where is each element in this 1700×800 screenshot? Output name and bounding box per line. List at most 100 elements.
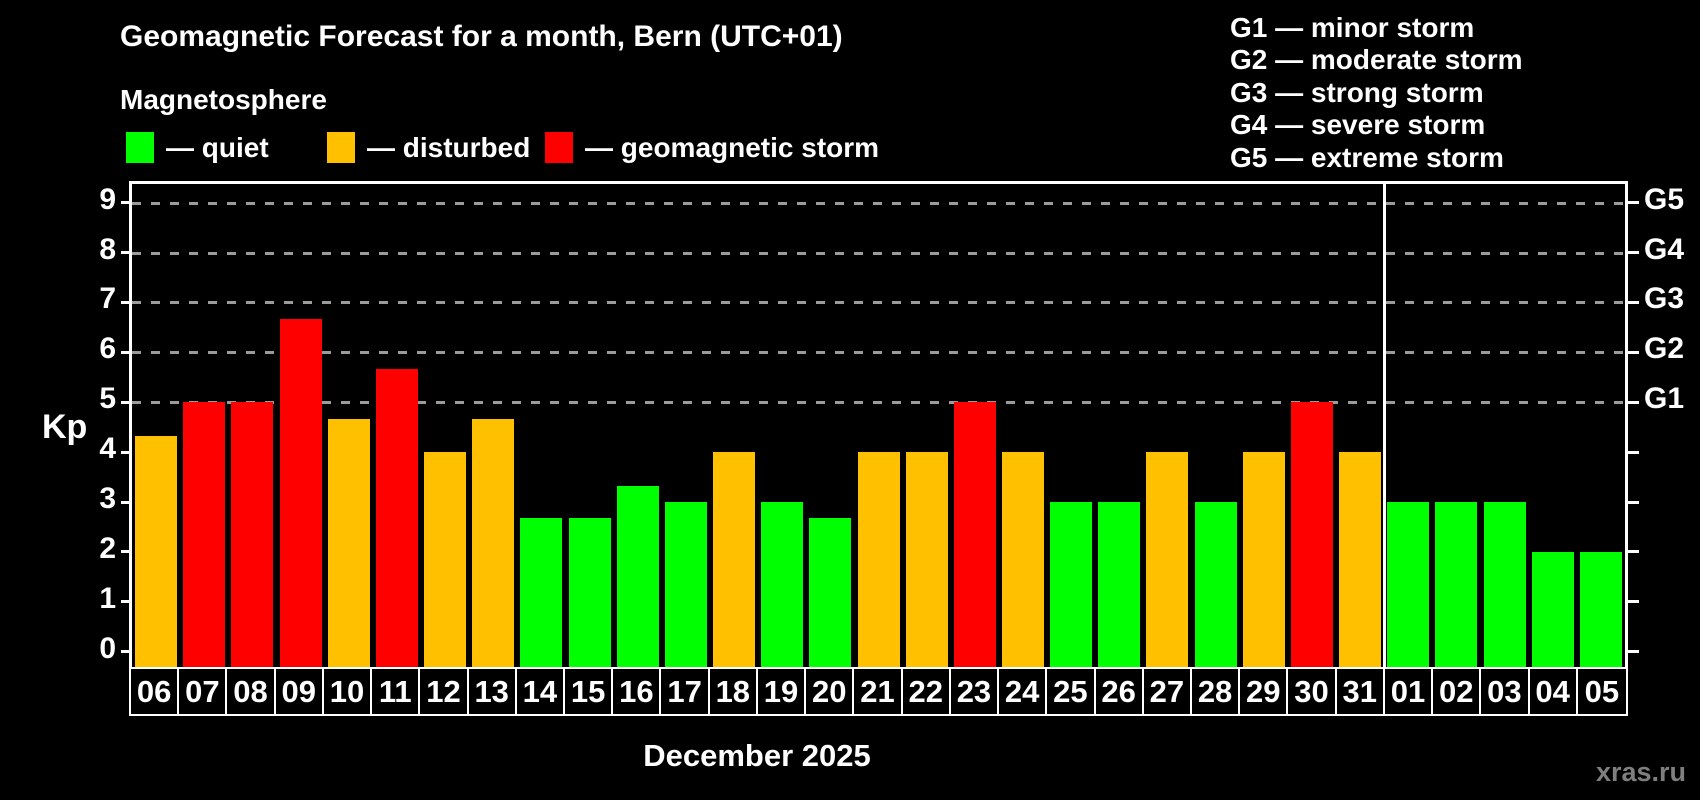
day-label-24: 24 <box>999 669 1048 714</box>
quiet-color-swatch <box>126 132 154 163</box>
day-label-30: 30 <box>1288 669 1337 714</box>
g-scale-legend: G1 — minor storm G2 — moderate storm G3 … <box>1230 12 1523 174</box>
bar-day-29 <box>1242 452 1285 669</box>
g4-legend-line: G4 — severe storm <box>1230 109 1486 141</box>
legend-quiet-label: — quiet <box>166 131 269 163</box>
bar-day-23 <box>953 402 996 669</box>
g2-legend-line: G2 — moderate storm <box>1230 44 1523 76</box>
bar-day-13 <box>472 418 515 669</box>
legend-disturbed-label: — disturbed <box>367 131 531 163</box>
gridline-kp-7 <box>132 301 1625 305</box>
gridline-kp-9 <box>132 201 1625 205</box>
left-tick-kp-1 <box>121 600 132 604</box>
bar-day-10 <box>327 418 370 669</box>
day-label-16: 16 <box>613 669 662 714</box>
g-scale-label-G3: G3 <box>1644 282 1685 316</box>
day-label-27: 27 <box>1144 669 1192 714</box>
day-label-18: 18 <box>710 669 758 714</box>
y-axis-title: Kp <box>42 408 88 446</box>
legend-item-disturbed: — disturbed <box>327 132 530 163</box>
bar-day-12 <box>424 452 467 669</box>
bar-day-01 <box>1387 502 1430 669</box>
bar-day-18 <box>713 452 756 669</box>
day-label-15: 15 <box>565 669 614 714</box>
day-label-28: 28 <box>1192 669 1241 714</box>
storm-color-swatch <box>545 132 573 163</box>
left-tick-kp-2 <box>121 550 132 554</box>
bar-day-11 <box>375 368 418 669</box>
day-label-25: 25 <box>1047 669 1096 714</box>
g-scale-label-G2: G2 <box>1644 332 1685 366</box>
plot-inner <box>132 184 1625 669</box>
y-tick-label-8: 8 <box>99 232 116 266</box>
legend-storm-label: — geomagnetic storm <box>585 131 880 163</box>
right-tick-kp-5 <box>1628 400 1639 404</box>
bar-day-20 <box>809 518 852 669</box>
bar-day-14 <box>520 518 563 669</box>
x-axis-month-label: December 2025 <box>643 738 871 773</box>
day-label-21: 21 <box>854 669 903 714</box>
day-label-01: 01 <box>1385 669 1434 714</box>
bar-day-17 <box>664 502 707 669</box>
day-label-20: 20 <box>806 669 855 714</box>
day-label-08: 08 <box>227 669 276 714</box>
left-tick-kp-8 <box>121 251 132 254</box>
g1-legend-line: G1 — minor storm <box>1230 12 1475 43</box>
g5-legend-line: G5 — extreme storm <box>1230 141 1504 173</box>
bar-day-28 <box>1194 502 1237 669</box>
day-label-10: 10 <box>324 669 373 714</box>
day-label-11: 11 <box>372 669 421 714</box>
right-tick-kp-6 <box>1628 350 1639 354</box>
right-tick-kp-2 <box>1628 550 1639 554</box>
y-tick-label-9: 9 <box>99 182 116 216</box>
right-tick-kp-8 <box>1628 251 1639 254</box>
bar-day-06 <box>135 435 178 669</box>
bar-day-19 <box>761 502 804 669</box>
watermark: xras.ru <box>1595 757 1686 787</box>
y-tick-label-4: 4 <box>99 432 116 466</box>
day-label-09: 09 <box>276 669 324 714</box>
bar-day-15 <box>568 518 611 669</box>
bar-day-30 <box>1290 402 1333 669</box>
y-tick-label-6: 6 <box>99 332 116 366</box>
day-label-02: 02 <box>1433 669 1482 714</box>
day-label-12: 12 <box>420 669 469 714</box>
legend-item-quiet: — quiet <box>126 132 269 163</box>
y-tick-label-0: 0 <box>99 631 116 665</box>
chart-subtitle: Magnetosphere <box>120 84 327 115</box>
bar-day-25 <box>1050 502 1093 669</box>
day-label-22: 22 <box>903 669 951 714</box>
bar-day-27 <box>1146 452 1189 669</box>
day-label-26: 26 <box>1096 669 1144 714</box>
day-label-05: 05 <box>1584 674 1620 709</box>
page-title: Geomagnetic Forecast for a month, Bern (… <box>120 20 843 53</box>
bar-day-26 <box>1098 502 1141 669</box>
gridline-kp-8 <box>132 251 1625 255</box>
left-tick-kp-9 <box>121 201 132 205</box>
month-divider-line <box>1382 184 1386 669</box>
day-label-13: 13 <box>469 669 517 714</box>
g3-legend-line: G3 — strong storm <box>1230 76 1484 108</box>
gridline-kp-6 <box>132 351 1625 355</box>
bar-day-07 <box>183 402 226 669</box>
bar-day-08 <box>231 402 274 669</box>
y-tick-label-1: 1 <box>99 581 116 615</box>
left-tick-kp-4 <box>121 450 132 454</box>
g-scale-label-G5: G5 <box>1644 182 1685 216</box>
bar-day-02 <box>1435 502 1478 669</box>
y-tick-label-5: 5 <box>99 382 116 416</box>
y-tick-label-3: 3 <box>99 482 116 515</box>
day-label-row: 06 07 08 09 10 11 12 13 14 15 16 17 18 19 20 21 22 23 24 25… <box>129 667 1628 716</box>
bar-day-31 <box>1339 452 1382 669</box>
bar-day-21 <box>857 452 900 669</box>
y-tick-label-7: 7 <box>99 282 116 316</box>
bar-day-16 <box>616 485 659 669</box>
y-tick-label-2: 2 <box>99 531 116 565</box>
right-tick-kp-4 <box>1628 450 1639 454</box>
right-tick-kp-3 <box>1628 500 1639 504</box>
disturbed-color-swatch <box>327 132 355 163</box>
bar-day-05 <box>1579 551 1622 669</box>
day-label-06: 06 <box>131 669 180 714</box>
day-label-17: 17 <box>661 669 710 714</box>
